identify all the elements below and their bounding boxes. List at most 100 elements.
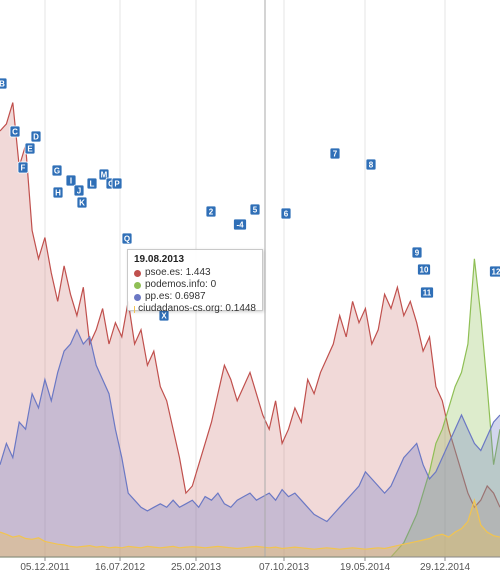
event-flag-box [98, 168, 110, 181]
event-flag[interactable]: 9 [411, 246, 423, 259]
x-tick-label: 29.12.2014 [420, 562, 470, 573]
event-flag[interactable]: 2 [205, 205, 217, 218]
event-flag-box [417, 263, 431, 276]
event-flag-box [73, 184, 85, 197]
x-tick-label: 16.07.2012 [95, 562, 145, 573]
event-flag-box [205, 205, 217, 218]
event-flag-box [329, 147, 341, 160]
tooltip-dot-psoe [134, 269, 141, 277]
x-axis-ticks: 05.12.2011 16.07.2012 25.02.2013 07.10.2013… [20, 557, 470, 573]
event-flag-box [411, 246, 423, 259]
event-flag-label: K [79, 199, 85, 208]
event-flag-label: 2 [209, 208, 214, 217]
event-flag[interactable]: C [9, 125, 21, 138]
event-flag[interactable]: D [30, 130, 42, 143]
event-flag-label: -4 [236, 221, 244, 230]
event-flag-label: J [77, 187, 81, 196]
tooltip-label-psoe: psoe.es: 1.443 [145, 267, 211, 278]
event-flag-label: C [108, 180, 114, 189]
event-flag-box [489, 265, 500, 278]
event-flag-label: 10 [420, 266, 429, 275]
event-flag-box [233, 218, 247, 231]
event-flag-label: M [101, 171, 108, 180]
series-area-podemos-info [0, 258, 500, 557]
series-area-ciudadanos-cs-org [0, 500, 500, 557]
event-flag-label: I [70, 177, 72, 186]
event-flag-label: Q [124, 235, 130, 244]
event-flag[interactable]: 7 [329, 147, 341, 160]
event-flag-box [52, 186, 64, 199]
series-area-psoe-es [0, 102, 500, 557]
event-flag-label: X [161, 312, 167, 321]
event-flag-box [76, 196, 88, 209]
event-flag-label: P [114, 180, 120, 189]
event-flag-box [51, 164, 63, 177]
event-flag[interactable]: G [51, 164, 63, 177]
event-flag-box [0, 77, 8, 90]
event-flag-label: 6 [284, 210, 289, 219]
event-flag[interactable]: L [86, 177, 98, 190]
tooltip-dot-podemos [134, 281, 141, 289]
chart-tooltip: 19.08.2013 psoe.es: 1.443 podemos.info: … [127, 249, 263, 314]
event-flag-label: 9 [415, 249, 420, 258]
event-flag-box [249, 203, 261, 216]
x-tick-label: 07.10.2013 [259, 562, 309, 573]
tooltip-row-podemos: podemos.info: 0 [134, 279, 256, 291]
event-flag-box [420, 286, 434, 299]
series-area-pp-es [0, 329, 500, 557]
event-flag[interactable]: 5 [249, 203, 261, 216]
tooltip-row-ciudadanos: ciudadanos-cs.org: 0.1448 [134, 303, 256, 315]
event-flag[interactable]: 8 [365, 158, 377, 171]
event-flag[interactable]: J [73, 184, 85, 197]
event-flag[interactable]: M [98, 168, 110, 181]
event-flag[interactable]: 12 [489, 265, 500, 278]
x-tick-label: 25.02.2013 [171, 562, 221, 573]
event-flag-label: 8 [369, 161, 374, 170]
series-line-psoe-es [0, 102, 500, 509]
x-tick-label: 05.12.2011 [20, 562, 70, 573]
event-flag[interactable]: 6 [280, 207, 292, 220]
event-flag-label: 12 [492, 268, 500, 277]
tooltip-label-podemos: podemos.info: 0 [145, 279, 217, 290]
x-tick-label: 19.05.2014 [340, 562, 390, 573]
event-flag-label: H [55, 189, 61, 198]
tooltip-date: 19.08.2013 [134, 254, 185, 265]
event-flag[interactable]: Q [121, 232, 133, 245]
tooltip-label-pp: pp.es: 0.6987 [145, 291, 206, 302]
tooltip-label-ciudadanos: ciudadanos-cs.org: 0.1448 [138, 303, 256, 314]
event-flag[interactable]: K [76, 196, 88, 209]
event-flag[interactable]: 11 [420, 286, 434, 299]
event-flag-box [280, 207, 292, 220]
event-flag[interactable]: -4 [233, 218, 247, 231]
event-flag[interactable]: H [52, 186, 64, 199]
tooltip-dot-pp [134, 293, 141, 301]
event-flag[interactable]: B [0, 77, 8, 90]
event-flag-box [121, 232, 133, 245]
event-flag-label: L [90, 180, 95, 189]
event-flag-label: 5 [253, 206, 258, 215]
series-line-pp-es [0, 328, 500, 523]
event-flag[interactable]: P [111, 177, 123, 190]
event-flag-label: B [0, 80, 5, 89]
event-flag[interactable]: 10 [417, 263, 431, 276]
event-flag-box [111, 177, 123, 190]
event-flag-label: E [27, 145, 33, 154]
event-flag[interactable]: E [24, 142, 36, 155]
event-flag[interactable]: I [65, 174, 77, 187]
event-flag[interactable]: F [17, 161, 29, 174]
tooltip-row-pp: pp.es: 0.6987 [134, 291, 256, 303]
event-flag-label: 11 [423, 289, 432, 298]
series-areas [0, 102, 500, 558]
event-flag-box [24, 142, 36, 155]
event-flag-label: F [21, 164, 26, 173]
event-flag-box [30, 130, 42, 143]
series-line-ciudadanos-cs-org [0, 497, 500, 550]
event-flag-label: D [33, 133, 39, 142]
event-flag-box [86, 177, 98, 190]
event-flag-box [65, 174, 77, 187]
event-flag-label: 7 [333, 150, 338, 159]
event-flag-label: G [54, 167, 60, 176]
event-flag-box [17, 161, 29, 174]
tooltip-row-psoe: psoe.es: 1.443 [134, 267, 256, 279]
